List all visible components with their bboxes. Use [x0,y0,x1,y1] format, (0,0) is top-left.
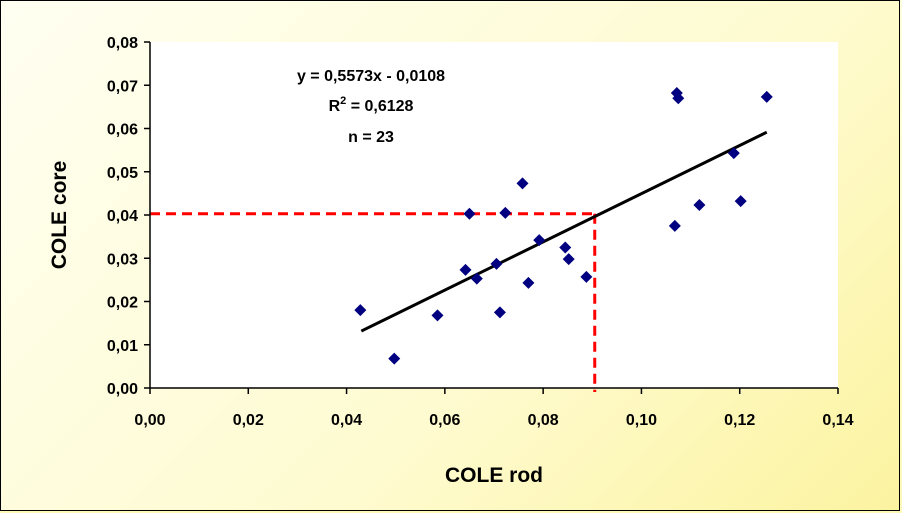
y-tick-label: 0,02 [107,295,138,312]
y-tick-label: 0,04 [107,208,138,225]
x-axis-title: COLE rod [445,464,543,487]
x-tick-label: 0,10 [626,412,657,429]
r-squared-label: R2 = 0,6128 [329,95,414,115]
data-point [463,207,476,220]
data-point [522,276,535,289]
data-point [760,90,773,103]
x-tick-label: 0,08 [528,412,559,429]
x-tick-label: 0,02 [233,412,264,429]
y-tick-label: 0,05 [107,165,138,182]
data-point [580,270,593,283]
equation-label: y = 0,5573x - 0,0108 [297,68,445,85]
data-point [734,195,747,208]
data-point [533,234,546,247]
data-point [727,147,740,160]
data-point [490,257,503,270]
y-tick-label: 0,00 [107,381,138,398]
n-label: n = 23 [348,129,394,146]
x-tick-label: 0,14 [822,412,853,429]
y-axis-title: COLE core [48,161,71,270]
x-tick-label: 0,12 [724,412,755,429]
x-tick-label: 0,00 [134,412,165,429]
y-tick-label: 0,03 [107,251,138,268]
data-point [354,304,367,317]
data-point [459,263,472,276]
y-tick-label: 0,06 [107,122,138,139]
trendline [360,130,768,333]
y-axis-ticks: 0,00 0,01 0,02 0,03 0,04 0,05 0,06 0,07 0,08 [107,35,150,398]
x-tick-label: 0,06 [429,412,460,429]
y-tick-label: 0,01 [107,338,138,355]
reference-lines [150,212,597,392]
data-point [693,199,706,212]
data-point [559,241,572,254]
data-point [672,92,685,105]
data-point [388,352,401,365]
y-tick-label: 0,08 [107,35,138,52]
data-point [493,306,506,319]
data-point [516,177,529,190]
y-tick-label: 0,07 [107,78,138,95]
x-axis-ticks: 0,00 0,02 0,04 0,06 0,08 0,10 0,12 0,14 [134,388,854,429]
data-point [668,219,681,232]
data-point [562,253,575,266]
data-points [354,87,773,365]
data-point [499,206,512,219]
data-point [431,309,444,322]
x-tick-label: 0,04 [331,412,362,429]
data-point [470,272,483,285]
